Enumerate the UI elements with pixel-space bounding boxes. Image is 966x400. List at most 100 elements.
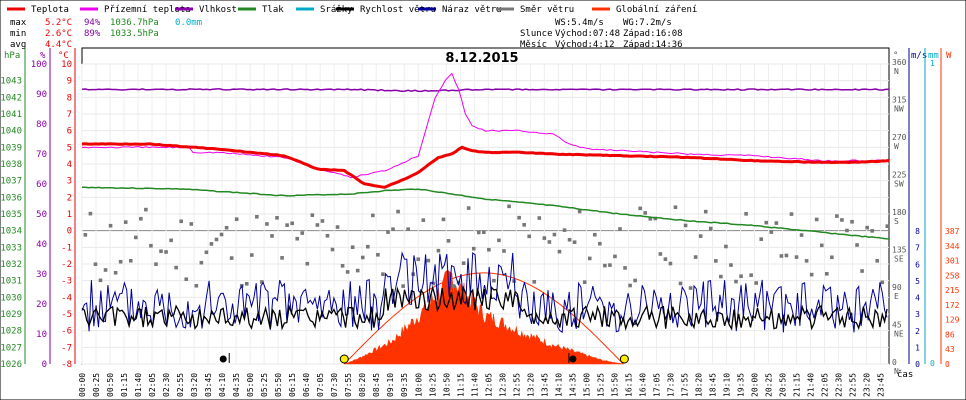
wind-dir-point (250, 253, 254, 257)
dir-tick-name: N (894, 367, 899, 376)
ms-tick: 7 (915, 244, 920, 253)
stats-block: max 5.2°C 94% 1036.7hPa 0.0mm min 2.6°C … (10, 18, 683, 50)
x-tick-label: 07:30 (330, 373, 339, 397)
wind-dir-point (325, 233, 330, 238)
wind-dir-point (270, 234, 274, 238)
dir-tick-name: W (894, 142, 899, 151)
wind-dir-point (764, 220, 769, 225)
wind-dir-point (809, 272, 814, 277)
wind-dir-point (799, 233, 804, 237)
x-tick-label: 01:40 (134, 373, 143, 397)
x-tick-label: 20:25 (765, 373, 774, 397)
x-tick-label: 10:50 (442, 373, 451, 397)
axis-x-label: čas (897, 369, 913, 380)
stat-max-label: max (10, 18, 27, 28)
legend-label-wind_speed: Rychlost větru (360, 5, 436, 15)
x-tick-label: 12:55 (512, 373, 521, 397)
w-tick: 43 (945, 345, 955, 354)
wind-dir-point (194, 283, 199, 288)
wind-dir-point (401, 284, 405, 288)
w-tick: 129 (945, 316, 960, 325)
x-tick-label: 17:55 (680, 373, 689, 397)
x-tick-label: 05:50 (274, 373, 283, 397)
dir-tick-name: NW (894, 105, 904, 114)
wind-dir-point (98, 278, 103, 283)
stat-min-temp: 2.6°C (45, 29, 72, 39)
wind-dir-point (482, 230, 486, 235)
x-tick-label: 11:15 (456, 373, 465, 397)
wind-dir-point (608, 263, 612, 267)
sun-rise: Východ:07:48 (555, 29, 620, 39)
wind-dir-point (471, 246, 476, 251)
wind-dir-point (376, 253, 380, 257)
wind-dir-point (280, 256, 284, 260)
dir-tick-deg: 315 (892, 96, 907, 105)
wind-dir-point (537, 216, 542, 220)
x-tick-label: 20:00 (751, 373, 760, 397)
wind-dir-point (345, 270, 350, 274)
wind-dir-point (290, 221, 294, 226)
temp-tick: -2 (61, 260, 72, 270)
x-tick-label: 05:25 (260, 373, 269, 397)
pct-tick: 80 (36, 120, 47, 130)
dir-tick-name: N (894, 67, 899, 76)
pct-tick: 30 (36, 270, 47, 280)
ms-tick: 1 (915, 343, 920, 352)
wind-dir-point (658, 252, 663, 256)
wind-dir-point (421, 218, 426, 222)
wind-dir-point (350, 245, 355, 249)
moon-set: Západ:14:36 (623, 40, 683, 50)
wind-dir-point (199, 260, 204, 265)
wind-dir-point (824, 271, 829, 276)
wind-dir-point (265, 222, 269, 226)
legend-label-temperature: Teplota (31, 5, 69, 15)
hpa-tick: 1026 (0, 360, 22, 370)
w-tick: 344 (945, 242, 960, 251)
wind-dir-point (865, 225, 869, 230)
wind-dir-point (527, 234, 532, 239)
legend-label-wind_gust: Náraz větru (442, 5, 502, 15)
pct-tick: 40 (36, 240, 47, 250)
wind-dir-point (708, 226, 713, 231)
x-tick-label: 02:05 (148, 373, 157, 397)
wind-dir-point (310, 213, 315, 217)
pct-tick: 10 (36, 330, 47, 340)
pct-tick: 0 (42, 360, 47, 370)
wind-dir-point (628, 283, 632, 288)
dir-tick-deg: 90 (892, 283, 902, 292)
wind-dir-point (754, 281, 758, 285)
pct-tick: 90 (36, 90, 47, 100)
dir-tick-deg: 225 (892, 171, 907, 180)
wind-dir-point (103, 268, 108, 272)
temp-tick: 2 (67, 193, 72, 203)
wind-dir-point (885, 224, 890, 228)
ms-tick: 2 (915, 327, 920, 336)
wind-speed-line (81, 285, 888, 331)
temp-tick: 9 (67, 77, 72, 87)
wind-dir-point (224, 225, 229, 230)
dir-tick-deg: 270 (892, 133, 907, 142)
wind-dir-point (814, 217, 819, 222)
wind-dir-point (532, 280, 537, 284)
x-tick-label: 22:30 (835, 373, 844, 397)
ms-tick: 3 (915, 310, 920, 319)
x-tick-label: 03:45 (204, 373, 213, 397)
x-tick-label: 11:40 (470, 373, 479, 397)
w-tick: 258 (945, 271, 960, 280)
dir-tick-name: S (894, 217, 899, 226)
stat-min-hum: 89% (84, 29, 101, 39)
wind-dir-point (497, 238, 501, 243)
wind-dir-point (603, 263, 607, 268)
x-tick-label: 12:30 (498, 373, 507, 397)
hpa-tick: 1032 (0, 260, 22, 270)
x-tick-label: 06:15 (288, 373, 297, 397)
wind-dir-point (633, 278, 637, 283)
x-tick-label: 02:30 (162, 373, 171, 397)
wind-dir-point (154, 262, 158, 266)
wind-dir-point (436, 248, 441, 253)
dir-tick-deg: 0 (892, 358, 897, 367)
wind-dir-point (451, 284, 456, 288)
w-tick: 86 (945, 330, 955, 339)
ms-tick: 0 (915, 360, 920, 369)
apparent-temp-line (81, 72, 890, 179)
